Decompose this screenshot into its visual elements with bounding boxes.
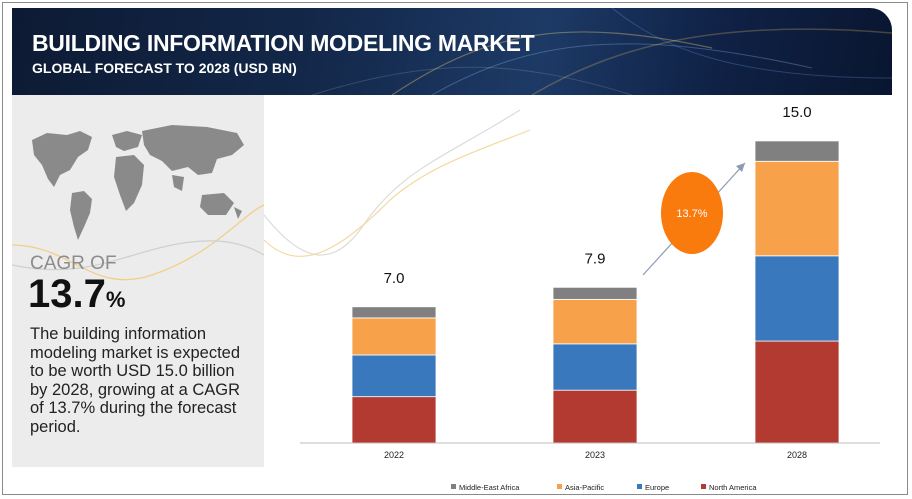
x-tick-2028: 2028 — [787, 450, 807, 460]
bar-segment-europe-2022 — [351, 354, 437, 398]
cagr-bubble-label: 13.7% — [676, 208, 707, 220]
cagr-unit: % — [105, 287, 126, 312]
cagr-bubble — [661, 172, 723, 254]
cagr-label: CAGR OF — [30, 253, 117, 274]
growth-arrow-head — [736, 163, 745, 172]
legend-label-europe: Europe — [645, 483, 669, 492]
market-description: The building information modeling market… — [30, 325, 241, 436]
cagr-value: 13.7% — [28, 272, 125, 317]
legend-label-asia-pacific: Asia-Pacific — [565, 483, 604, 492]
total-label-2023: 7.9 — [585, 250, 606, 267]
bar-segment-north-america-2022 — [351, 396, 437, 444]
bar-segment-middle-east-africa-2028 — [754, 140, 840, 162]
bar-segment-asia-pacific-2028 — [754, 160, 840, 257]
x-tick-2023: 2023 — [585, 450, 605, 460]
legend-label-middle-east-africa: Middle-East Africa — [459, 483, 520, 492]
page-title: BUILDING INFORMATION MODELING MARKET — [32, 30, 535, 56]
bar-segment-north-america-2028 — [754, 340, 840, 444]
legend-label-north-america: North America — [709, 483, 757, 492]
x-tick-2022: 2022 — [384, 450, 404, 460]
bar-segment-middle-east-africa-2023 — [552, 286, 638, 300]
banner-light-streaks — [311, 8, 892, 95]
legend-swatch-asia-pacific — [557, 484, 562, 489]
legend-swatch-middle-east-africa — [451, 484, 456, 489]
cagr-number: 13.7 — [28, 272, 106, 316]
page-subtitle: GLOBAL FORECAST TO 2028 (USD BN) — [32, 60, 297, 76]
total-label-2022: 7.0 — [384, 270, 405, 287]
bar-segment-europe-2023 — [552, 343, 638, 391]
trend-swoosh-gray — [263, 109, 521, 256]
legend-swatch-europe — [637, 484, 642, 489]
legend-swatch-north-america — [701, 484, 706, 489]
bar-segment-asia-pacific-2023 — [552, 298, 638, 345]
bar-segment-asia-pacific-2022 — [351, 317, 437, 356]
bar-segment-europe-2028 — [754, 255, 840, 342]
total-label-2028: 15.0 — [782, 104, 811, 121]
bar-segment-middle-east-africa-2022 — [351, 306, 437, 319]
bar-segment-north-america-2023 — [552, 389, 638, 444]
trend-swoosh-yellow — [263, 129, 531, 257]
header-banner: BUILDING INFORMATION MODELING MARKET GLO… — [12, 8, 892, 95]
summary-panel — [11, 95, 265, 467]
world-map-graphic — [11, 125, 265, 281]
